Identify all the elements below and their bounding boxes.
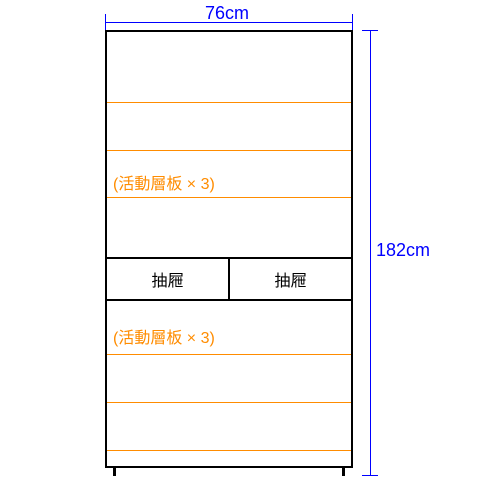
shelf-upper-label: (活動層板 × 3) [113,170,215,194]
diagram-canvas: 76cm 182cm (活動層板 × 3) 抽屜 抽屜 (活動層板 × 3) [0,0,500,500]
shelf-lower-3 [107,450,351,451]
cabinet-outline: (活動層板 × 3) 抽屜 抽屜 (活動層板 × 3) [105,30,353,468]
shelf-upper-3 [107,197,351,198]
dim-width-label: 76cm [205,3,249,24]
foot-right [342,468,345,476]
drawer-row: 抽屜 抽屜 [107,257,351,301]
dim-width-tick-left [105,14,106,30]
drawer-left: 抽屜 [107,259,228,299]
drawer-right-label: 抽屜 [274,267,306,291]
drawer-right: 抽屜 [228,259,351,299]
shelf-lower-1 [107,354,351,355]
shelf-lower-label: (活動層板 × 3) [113,324,215,348]
dim-height-label: 182cm [376,240,430,261]
dim-height-tick-bottom [362,475,378,476]
shelf-lower-2 [107,402,351,403]
shelf-upper-2 [107,150,351,151]
drawer-left-label: 抽屜 [151,267,183,291]
dim-width-tick-right [352,14,353,30]
foot-left [113,468,116,476]
dim-height-tick-top [362,30,378,31]
dim-height-line [370,30,371,476]
shelf-upper-1 [107,102,351,103]
